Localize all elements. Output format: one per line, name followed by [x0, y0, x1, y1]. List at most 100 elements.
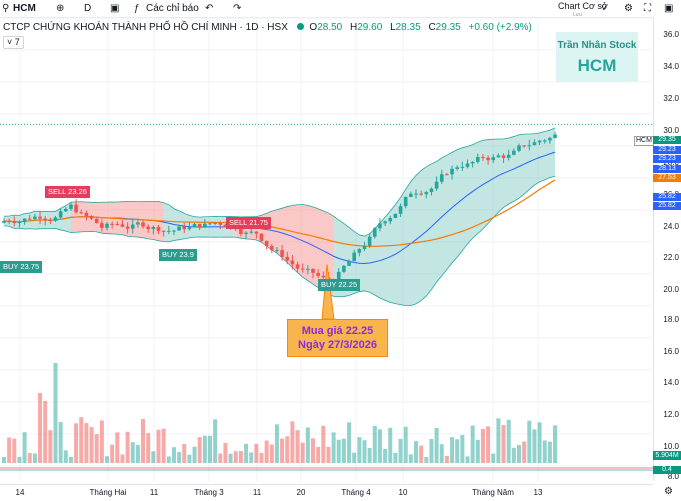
- time-tick: 20: [296, 488, 306, 497]
- candle-body: [213, 222, 217, 224]
- interval-button[interactable]: D: [84, 3, 92, 14]
- chevron-down-icon[interactable]: ˅: [601, 3, 607, 14]
- volume-bar: [17, 456, 22, 463]
- volume-bar: [367, 448, 372, 463]
- candle-body: [208, 223, 212, 225]
- price-label: 25.82: [653, 202, 681, 210]
- fullscreen-icon[interactable]: ⛶: [644, 3, 651, 14]
- market-status-dot: [296, 23, 304, 30]
- time-tick: Tháng 4: [341, 488, 371, 497]
- time-tick: 10: [398, 488, 408, 497]
- volume-bar: [249, 452, 254, 463]
- candle-body: [419, 193, 423, 195]
- candle-body: [306, 268, 310, 270]
- volume-bar: [38, 393, 43, 463]
- volume-bar: [419, 445, 424, 463]
- candle-body: [522, 145, 526, 147]
- volume-bar: [22, 432, 27, 463]
- candle-body: [532, 142, 537, 146]
- buy-annotation-callout[interactable]: Mua giá 22.25 Ngày 27/3/2026: [287, 319, 388, 357]
- chart-legend: CTCP CHỨNG KHOÁN THÀNH PHỐ HỒ CHÍ MINH ·…: [3, 22, 537, 33]
- candle-body: [259, 233, 264, 241]
- candle-body: [270, 246, 274, 251]
- candle-body: [141, 222, 145, 227]
- price-tick: 22.0: [663, 253, 679, 262]
- candle-body: [249, 231, 253, 233]
- volume-bar: [197, 437, 202, 463]
- candle-body: [352, 252, 356, 262]
- volume-bar: [316, 446, 321, 463]
- settings-gear-icon[interactable]: ⚙: [624, 3, 633, 14]
- undo-icon[interactable]: ↶: [205, 3, 214, 14]
- candle-body: [53, 217, 58, 221]
- candle-body: [105, 223, 109, 228]
- candle-body: [367, 236, 372, 246]
- candle-body: [465, 163, 470, 167]
- price-chart[interactable]: [0, 17, 653, 484]
- settings-icon[interactable]: ⚙: [664, 486, 673, 497]
- candle-body: [167, 230, 171, 232]
- time-tick: 11: [149, 488, 159, 497]
- volume-bar: [63, 450, 68, 463]
- candle-body: [12, 221, 17, 224]
- last-price-symbol-tag: HCM: [634, 136, 654, 146]
- annotation-line-2: Ngày 27/3/2026: [298, 339, 377, 351]
- volume-bar: [522, 441, 527, 463]
- volume-bar: [398, 438, 403, 463]
- candle-body: [84, 212, 89, 217]
- price-label: 29.23: [653, 146, 681, 154]
- redo-icon[interactable]: ↷: [233, 3, 242, 14]
- volume-bar: [135, 445, 140, 463]
- volume-bar: [58, 422, 63, 463]
- volume-bar: [89, 426, 94, 463]
- candle-body: [192, 223, 197, 228]
- price-tick: 16.0: [663, 347, 679, 356]
- volume-bar: [496, 418, 501, 463]
- candle-body: [450, 168, 454, 175]
- candle-body: [27, 218, 32, 220]
- volume-bar: [280, 438, 285, 463]
- snapshot-camera-icon[interactable]: ▣: [664, 3, 674, 14]
- volume-bar: [151, 451, 156, 463]
- moving-average-line: [3, 179, 556, 247]
- volume-bar: [285, 436, 290, 463]
- candle-body: [362, 245, 367, 250]
- price-axis[interactable]: 36.034.032.030.028.026.024.022.020.018.0…: [653, 17, 681, 481]
- layout-name-button[interactable]: Chart Cơ sở: [558, 1, 608, 11]
- volume-bar: [238, 451, 243, 463]
- price-tick: 8.0: [667, 472, 679, 481]
- price-tick: 10.0: [663, 442, 679, 451]
- time-axis[interactable]: 14 Tháng Hai 11 Tháng 3 11 20 Tháng 4 10 Tháng N…: [0, 484, 653, 501]
- indicators-collapse-toggle[interactable]: ˅ 7: [3, 36, 24, 49]
- candle-body: [125, 226, 130, 229]
- volume-bar: [192, 446, 197, 463]
- volume-bar: [48, 430, 53, 463]
- bollinger-upper-line: [3, 127, 556, 237]
- candle-body: [491, 157, 496, 161]
- chart-type-icon[interactable]: ▣: [110, 3, 120, 14]
- time-tick: 14: [15, 488, 25, 497]
- candle-body: [434, 181, 439, 189]
- volume-bar: [115, 432, 120, 463]
- candle-body: [182, 226, 187, 230]
- volume-bar: [450, 437, 455, 463]
- signal-buy-1: BUY 23.75: [0, 261, 43, 273]
- volume-bar: [460, 435, 465, 463]
- volume-bar: [213, 419, 218, 463]
- indicators-button[interactable]: Các chỉ báo: [146, 3, 199, 14]
- time-tick: 13: [533, 488, 543, 497]
- add-symbol-icon[interactable]: ⊕: [56, 3, 65, 14]
- brand-watermark: Trần Nhân Stock HCM: [556, 32, 638, 82]
- price-tick: 24.0: [663, 222, 679, 231]
- indicators-icon[interactable]: ƒ: [134, 3, 140, 14]
- candle-body: [285, 256, 290, 261]
- volume-bar: [439, 444, 444, 463]
- volume-bar: [99, 420, 104, 463]
- candle-body: [203, 223, 207, 228]
- search-icon[interactable]: ⚲: [2, 3, 10, 14]
- candle-body: [316, 272, 320, 276]
- volume-bar: [295, 430, 300, 463]
- top-toolbar: ⚲ HCM ⊕ D ▣ ƒ Các chỉ báo ↶ ↷ Chart Cơ s…: [0, 0, 681, 18]
- symbol-search-button[interactable]: HCM: [13, 3, 36, 14]
- candle-body: [151, 226, 156, 230]
